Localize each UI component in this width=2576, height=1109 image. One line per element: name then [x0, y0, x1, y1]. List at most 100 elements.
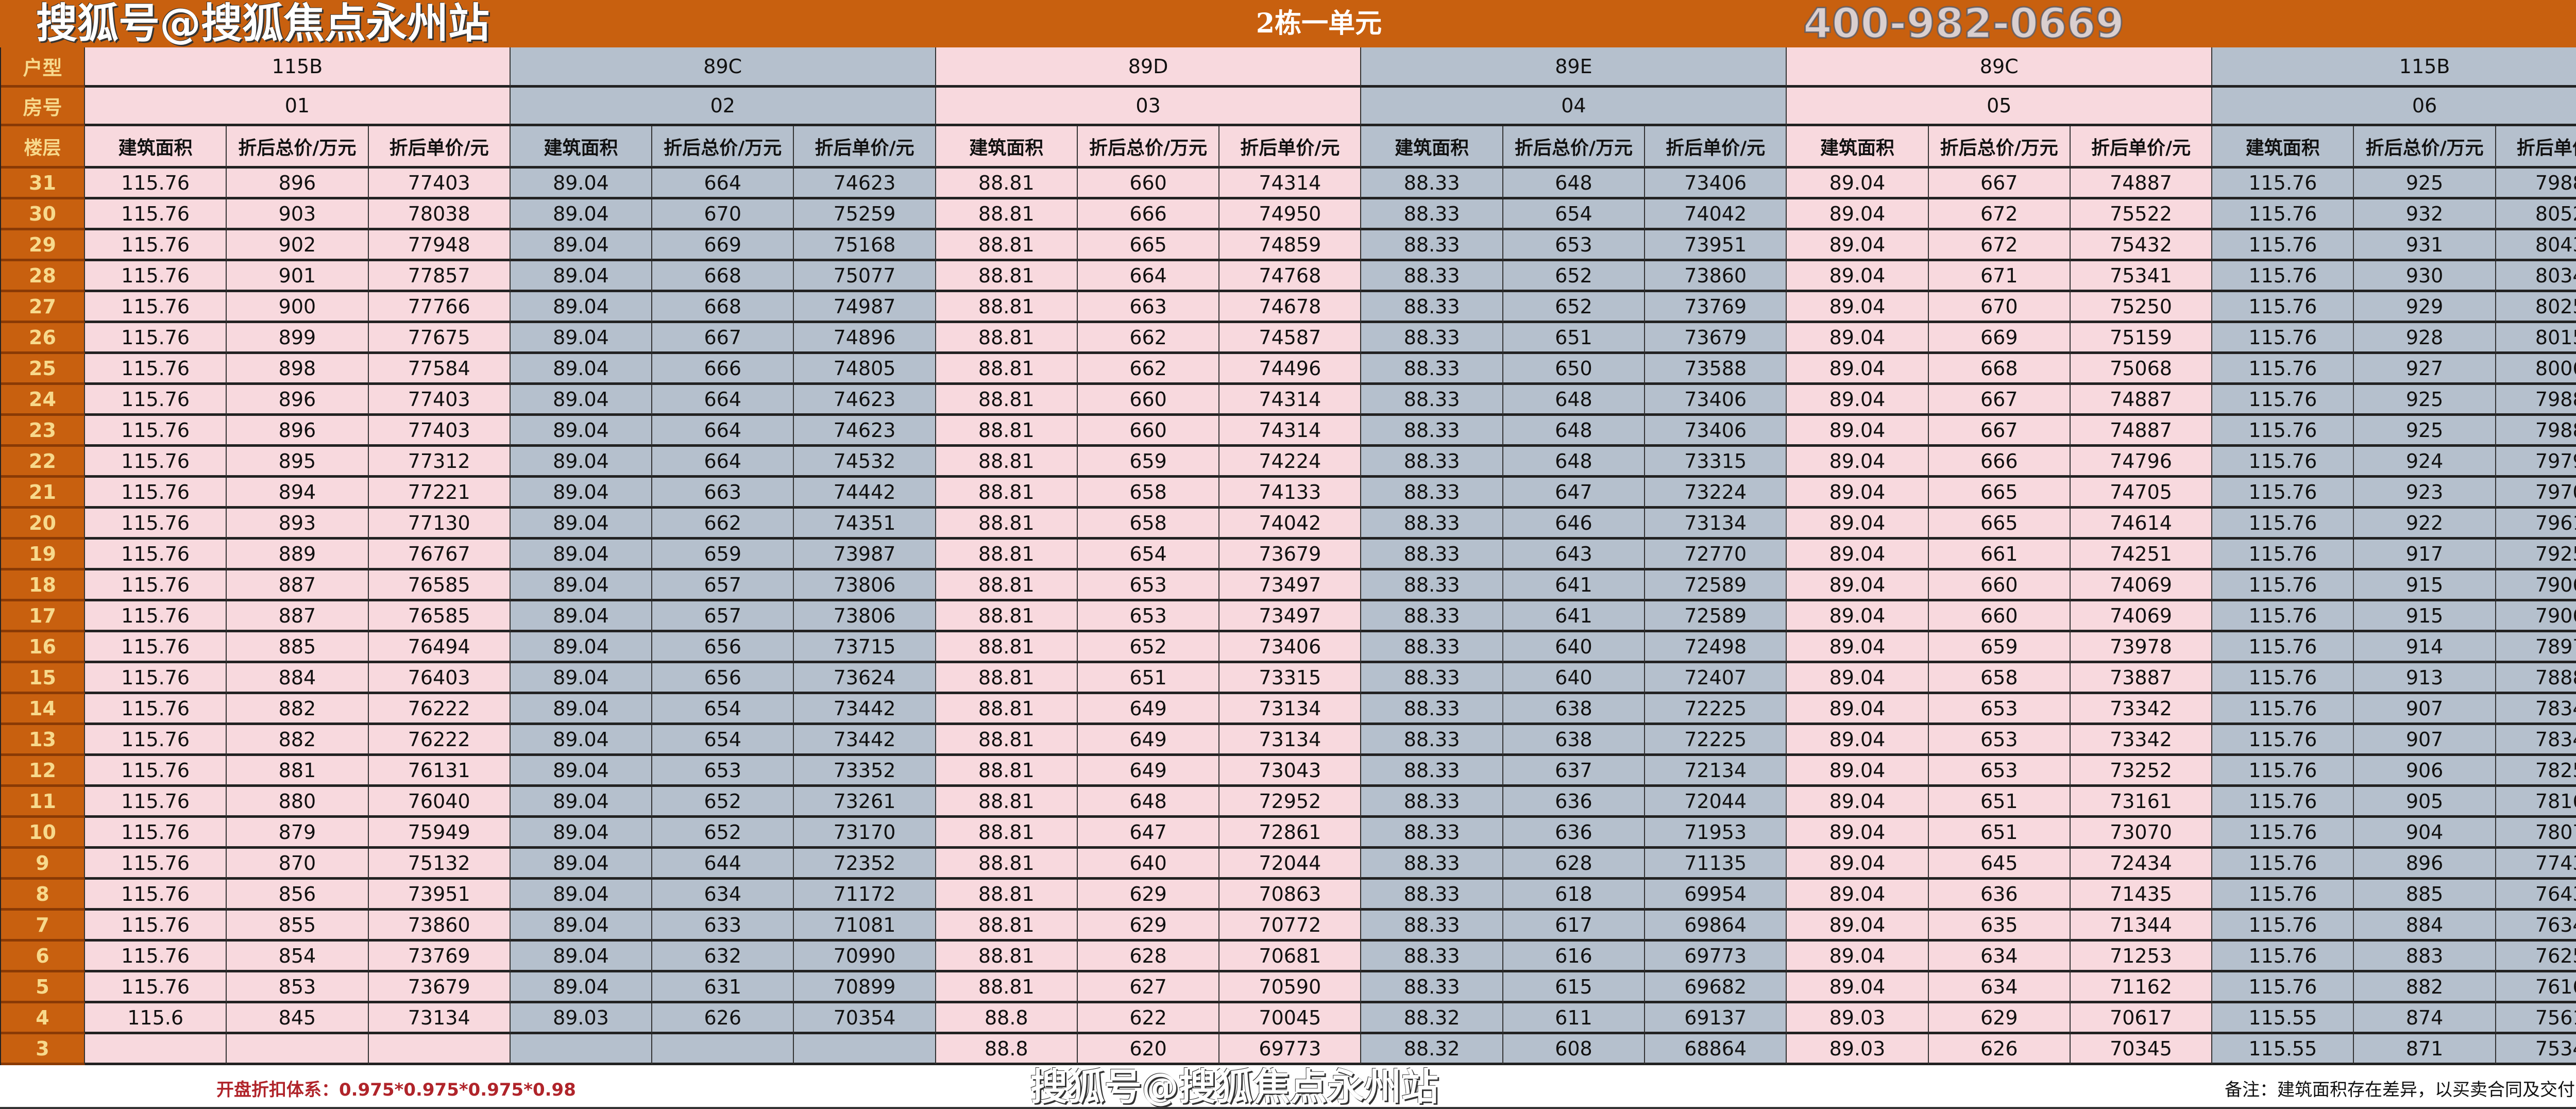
area-cell: 115.76 [85, 169, 227, 199]
total-price-header: 折后总价/万元 [1077, 126, 1220, 169]
floor-number: 7 [1, 911, 85, 942]
unit-price-header: 折后单价/元 [2070, 126, 2213, 169]
unit-price-cell: 75077 [794, 261, 936, 292]
unit-type: 89C [510, 47, 936, 88]
total-price-cell: 900 [227, 292, 369, 323]
area-cell: 115.76 [2212, 663, 2354, 694]
total-price-cell: 653 [1077, 601, 1220, 632]
floor-number: 26 [1, 323, 85, 354]
area-cell: 115.76 [2212, 725, 2354, 756]
total-price-cell: 667 [1928, 169, 2071, 199]
total-price-cell: 925 [2354, 416, 2496, 447]
unit-price-cell [794, 1034, 936, 1065]
area-cell: 115.76 [2212, 972, 2354, 1003]
total-price-cell: 652 [652, 818, 794, 849]
unit-price-cell: 75618 [2496, 1003, 2576, 1034]
unit-price-cell: 73951 [1645, 230, 1787, 261]
area-cell: 88.33 [1361, 694, 1503, 725]
total-price-cell: 652 [1503, 261, 1646, 292]
unit-price-cell: 79069 [2496, 570, 2576, 601]
total-price-cell: 629 [1077, 880, 1220, 911]
unit-price-cell: 72225 [1645, 725, 1787, 756]
unit-price-cell: 70899 [794, 972, 936, 1003]
unit-price-cell: 75068 [2070, 354, 2213, 385]
area-cell: 88.81 [936, 756, 1078, 787]
total-price-cell: 640 [1503, 663, 1646, 694]
total-price-cell: 651 [1503, 323, 1646, 354]
area-cell: 88.81 [936, 942, 1078, 972]
unit-price-cell: 74042 [1645, 199, 1787, 230]
total-price-cell: 653 [1503, 230, 1646, 261]
floor-number: 8 [1, 880, 85, 911]
unit-price-cell: 73978 [2070, 632, 2213, 663]
total-price-cell: 667 [1928, 416, 2071, 447]
area-cell [510, 1034, 653, 1065]
area-cell: 89.04 [1787, 787, 1929, 818]
unit-price-cell: 75949 [368, 818, 511, 849]
total-price-cell: 660 [1077, 385, 1220, 416]
area-cell: 115.76 [85, 756, 227, 787]
unit-price-cell: 72044 [1645, 787, 1787, 818]
floor-number: 30 [1, 199, 85, 230]
floor-number: 17 [1, 601, 85, 632]
total-price-cell: 628 [1077, 942, 1220, 972]
total-price-cell: 879 [227, 818, 369, 849]
area-cell: 88.81 [936, 632, 1078, 663]
unit-price-header: 折后单价/元 [794, 126, 936, 169]
area-cell: 88.33 [1361, 509, 1503, 540]
unit-price-cell: 78343 [2496, 694, 2576, 725]
total-price-header: 折后总价/万元 [652, 126, 794, 169]
unit-price-cell: 74859 [1219, 230, 1362, 261]
unit-price-cell: 74351 [794, 509, 936, 540]
unit-price-cell: 73679 [368, 972, 511, 1003]
total-price-cell: 668 [652, 292, 794, 323]
total-price-cell: 664 [652, 447, 794, 478]
unit-price-cell: 73497 [1219, 570, 1362, 601]
unit-price-cell: 71135 [1645, 849, 1787, 880]
unit-price-cell: 75522 [2070, 199, 2213, 230]
total-price-cell: 611 [1503, 1003, 1646, 1034]
unit-price-cell: 76254 [2496, 942, 2576, 972]
area-cell: 115.76 [85, 509, 227, 540]
total-price-cell: 643 [1503, 540, 1646, 570]
area-cell: 89.04 [510, 911, 653, 942]
unit-price-cell: 75432 [2070, 230, 2213, 261]
area-cell: 115.76 [2212, 849, 2354, 880]
unit-price-cell: 77403 [368, 169, 511, 199]
total-price-cell: 896 [2354, 849, 2496, 880]
unit-price-cell: 69954 [1645, 880, 1787, 911]
total-price-cell: 648 [1503, 169, 1646, 199]
total-price-cell: 660 [1077, 169, 1220, 199]
unit-price-cell: 73987 [794, 540, 936, 570]
unit-price-cell: 73679 [1219, 540, 1362, 570]
total-price-cell: 884 [227, 663, 369, 694]
total-price-cell: 893 [227, 509, 369, 540]
unit-price-cell: 74587 [1219, 323, 1362, 354]
floor-number: 24 [1, 385, 85, 416]
floor-number: 18 [1, 570, 85, 601]
area-cell: 89.04 [510, 540, 653, 570]
area-cell: 88.33 [1361, 787, 1503, 818]
area-cell: 88.8 [936, 1034, 1078, 1065]
unit-price-cell: 79251 [2496, 540, 2576, 570]
total-price-cell: 659 [1928, 632, 2071, 663]
unit-price-cell: 76222 [368, 725, 511, 756]
area-cell: 88.33 [1361, 570, 1503, 601]
area-cell: 88.81 [936, 570, 1078, 601]
area-cell: 89.04 [510, 354, 653, 385]
area-cell: 115.76 [85, 601, 227, 632]
area-cell: 89.04 [510, 323, 653, 354]
area-cell: 88.32 [1361, 1034, 1503, 1065]
area-cell: 115.76 [85, 416, 227, 447]
area-cell: 89.04 [510, 199, 653, 230]
unit-price-cell: 77584 [368, 354, 511, 385]
floor-number: 19 [1, 540, 85, 570]
area-cell: 89.04 [1787, 169, 1929, 199]
area-cell: 115.76 [2212, 323, 2354, 354]
total-price-cell: 915 [2354, 570, 2496, 601]
unit-price-cell: 72952 [1219, 787, 1362, 818]
floor-number: 4 [1, 1003, 85, 1034]
unit-price-cell: 72352 [794, 849, 936, 880]
area-cell: 115.76 [2212, 292, 2354, 323]
total-price-cell: 615 [1503, 972, 1646, 1003]
